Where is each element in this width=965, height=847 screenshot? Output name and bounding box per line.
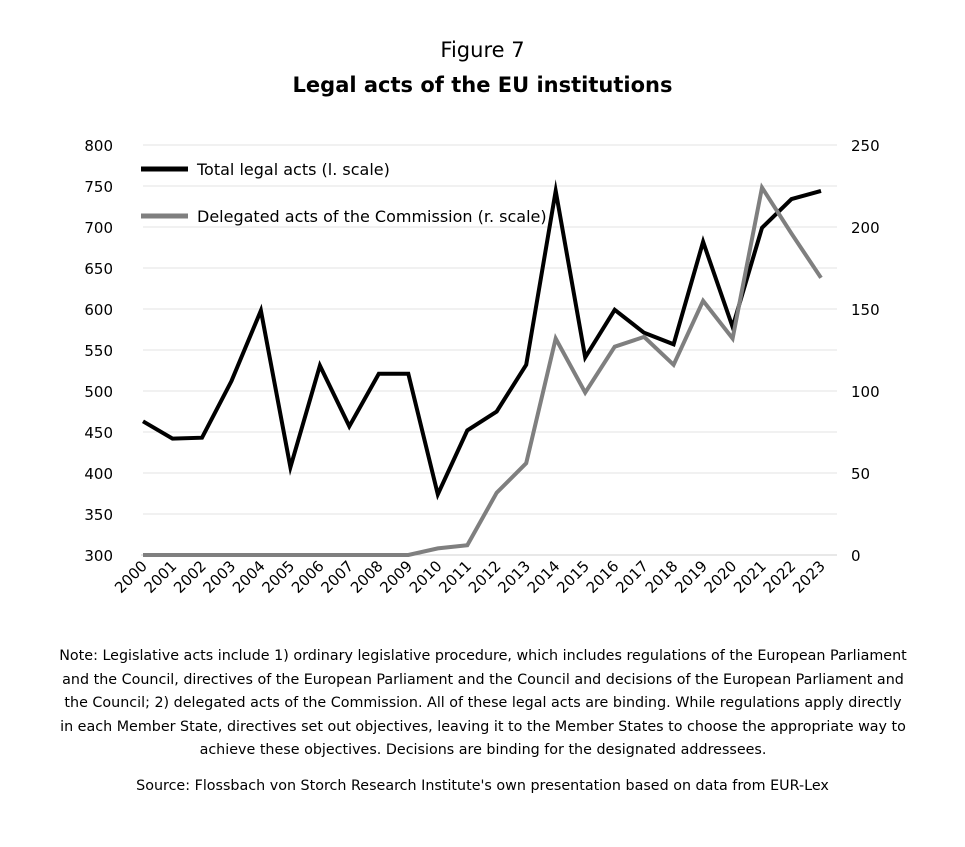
left-tick-label: 800 <box>84 137 113 155</box>
legend: Total legal acts (l. scale) Delegated act… <box>141 160 547 226</box>
legend-label: Total legal acts (l. scale) <box>196 160 390 179</box>
series-line-2 <box>143 182 823 557</box>
chart-source: Source: Flossbach von Storch Research In… <box>136 778 829 794</box>
x-axis: 2000200120022003200420052006200720082009… <box>111 557 829 597</box>
right-tick-label: 200 <box>851 219 880 237</box>
x-tick-label: 2003 <box>200 557 240 597</box>
x-tick-label: 2016 <box>583 557 623 597</box>
line-chart: 300 350 400 450 500 550 600 650 700 750 800 0 50 100… <box>84 137 880 597</box>
x-tick-label: 2017 <box>612 557 652 597</box>
left-tick-label: 650 <box>84 260 113 278</box>
x-tick-label: 2012 <box>465 557 505 597</box>
x-tick-label: 2004 <box>229 557 269 597</box>
left-tick-label: 300 <box>84 547 113 565</box>
x-tick-label: 2013 <box>494 557 534 597</box>
x-tick-label: 2008 <box>347 557 387 597</box>
right-y-axis: 0 50 100 150 200 250 <box>851 137 880 565</box>
x-tick-label: 2022 <box>760 557 800 597</box>
x-tick-label: 2009 <box>376 557 416 597</box>
x-tick-label: 2021 <box>730 557 770 597</box>
left-tick-label: 450 <box>84 424 113 442</box>
x-tick-label: 2002 <box>170 557 210 597</box>
x-tick-label: 2001 <box>141 557 181 597</box>
legend-label: Delegated acts of the Commission (r. sca… <box>197 207 547 226</box>
x-tick-label: 2005 <box>258 557 298 597</box>
left-tick-label: 500 <box>84 383 113 401</box>
right-tick-label: 100 <box>851 383 880 401</box>
right-tick-label: 0 <box>851 547 861 565</box>
left-tick-label: 550 <box>84 342 113 360</box>
x-tick-label: 2019 <box>671 557 711 597</box>
x-tick-label: 2010 <box>406 557 446 597</box>
x-tick-label: 2006 <box>288 557 328 597</box>
right-tick-label: 250 <box>851 137 880 155</box>
left-tick-label: 750 <box>84 178 113 196</box>
series-line-1 <box>141 179 822 501</box>
left-tick-label: 350 <box>84 506 113 524</box>
x-tick-label: 2018 <box>642 557 682 597</box>
right-tick-label: 150 <box>851 301 880 319</box>
chart-note: Note: Legislative acts include 1) ordina… <box>59 648 907 758</box>
left-y-axis: 300 350 400 450 500 550 600 650 700 750 800 <box>84 137 113 565</box>
x-tick-label: 2014 <box>524 557 564 597</box>
x-tick-label: 2015 <box>553 557 593 597</box>
left-tick-label: 400 <box>84 465 113 483</box>
left-tick-label: 600 <box>84 301 113 319</box>
x-tick-label: 2023 <box>789 557 829 597</box>
x-tick-label: 2011 <box>435 557 475 597</box>
x-tick-label: 2000 <box>111 557 151 597</box>
right-tick-label: 50 <box>851 465 870 483</box>
x-tick-label: 2007 <box>317 557 357 597</box>
series-lines <box>141 179 823 557</box>
chart-title: Legal acts of the EU institutions <box>292 73 673 97</box>
x-tick-label: 2020 <box>701 557 741 597</box>
left-tick-label: 700 <box>84 219 113 237</box>
figure-label: Figure 7 <box>440 38 525 62</box>
